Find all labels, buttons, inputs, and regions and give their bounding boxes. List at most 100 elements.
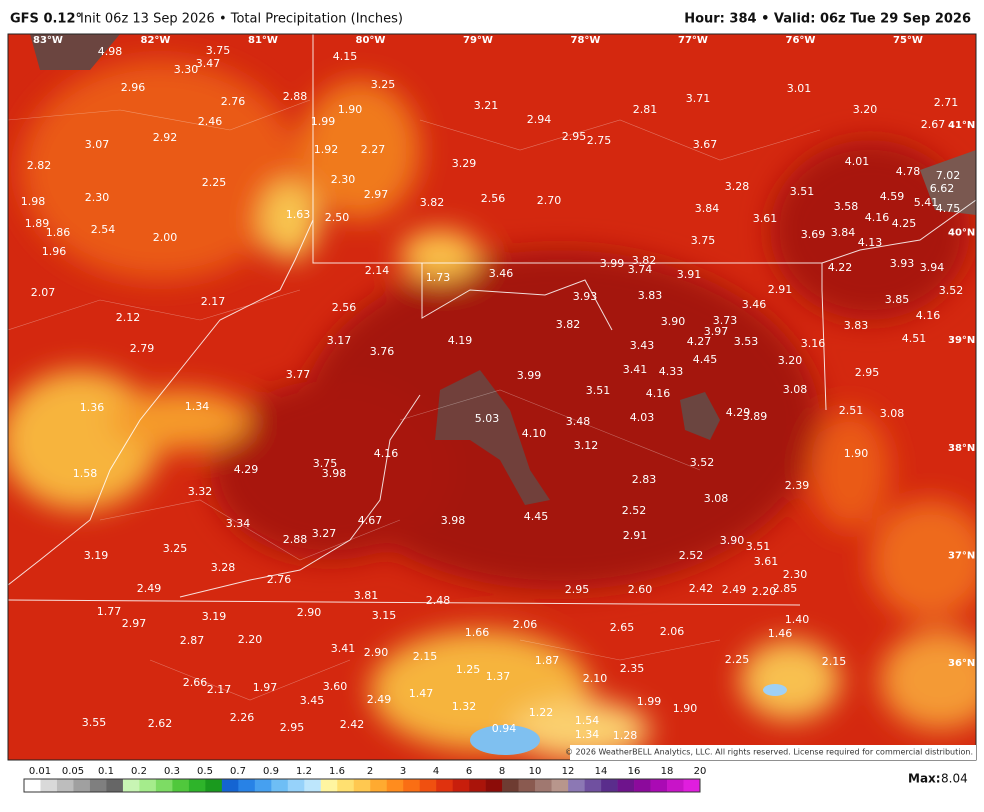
precip-value: 3.17 [327,334,352,347]
precip-value: 3.25 [163,542,188,555]
precip-value: 3.71 [686,92,711,105]
legend-label: 1.6 [329,766,345,777]
precip-value: 2.27 [361,143,386,156]
precip-value: 2.70 [537,194,562,207]
legend-swatch [24,779,41,792]
precip-value: 4.13 [858,236,883,249]
precip-value: 3.75 [206,44,231,57]
precip-value: 1.86 [46,226,71,239]
precip-value: 1.34 [575,728,600,741]
precip-value: 3.61 [753,212,778,225]
precip-value: 4.16 [374,447,399,460]
legend-swatch [353,779,371,792]
legend-label: 0.3 [164,766,180,777]
legend-swatch [155,779,173,792]
precip-value: 3.08 [704,492,729,505]
legend-label: 0.1 [98,766,114,777]
precip-value: 2.95 [562,130,587,143]
precip-value: 2.95 [565,583,590,596]
precip-value: 2.20 [238,633,263,646]
precip-value: 3.90 [661,315,686,328]
precip-value: 3.93 [573,290,598,303]
precip-value: 2.15 [822,655,847,668]
precip-value: 4.67 [358,514,383,527]
legend-swatch [535,779,552,792]
precip-value: 3.53 [734,335,759,348]
legend-swatch [601,779,618,792]
precip-value: 3.67 [693,138,718,151]
precip-value: 2.76 [267,573,292,586]
legend-label: 14 [595,766,608,777]
precip-value: 3.76 [370,345,395,358]
legend-swatch [238,779,256,792]
precip-value: 1.63 [286,208,311,221]
legend-swatch [40,779,58,792]
latitude-label: 40°N [948,228,975,239]
precip-value: 2.92 [153,131,178,144]
precip-value: 2.52 [679,549,704,562]
legend-swatch [73,779,91,792]
precip-value: 3.52 [939,284,964,297]
precip-value: 2.82 [27,159,52,172]
precip-value: 2.71 [934,96,959,109]
precip-value: 3.99 [600,257,625,270]
legend-label: 0.5 [197,766,213,777]
precip-value: 1.97 [253,681,278,694]
latitude-label: 41°N [948,120,975,131]
precip-value: 3.20 [778,354,803,367]
precip-value: 3.41 [623,363,648,376]
latitude-label: 38°N [948,443,975,454]
longitude-label: 77°W [678,35,708,46]
precip-value: 2.91 [768,283,793,296]
precip-value: 3.55 [82,716,107,729]
precip-value: 3.32 [188,485,213,498]
precip-value: 1.90 [844,447,869,460]
longitude-label: 81°W [248,35,278,46]
precip-value: 2.06 [660,625,685,638]
precip-value: 4.01 [845,155,870,168]
precip-value: 3.84 [831,226,856,239]
precip-value: 3.51 [746,540,771,553]
precip-value: 2.42 [340,718,365,731]
precip-value: 2.90 [364,646,389,659]
legend-swatch [452,779,470,792]
precip-value: 4.15 [333,50,358,63]
legend-swatch [502,779,519,792]
precip-value: 2.94 [527,113,552,126]
precip-value: 2.42 [689,582,714,595]
precip-value: 3.51 [790,185,815,198]
precip-value: 1.46 [768,627,793,640]
precip-value: 3.51 [586,384,611,397]
precip-value: 2.25 [725,653,750,666]
legend-swatch [271,779,289,792]
legend-label: 20 [694,766,707,777]
precip-value: 2.49 [722,583,747,596]
longitude-label: 83°W [33,35,63,46]
precip-value: 3.61 [754,555,779,568]
precip-value: 4.75 [936,202,961,215]
precip-value: 1.36 [80,401,105,414]
legend-swatch [337,779,355,792]
precip-value: 5.41 [914,196,939,209]
precip-value: 2.39 [785,479,810,492]
precip-value: 3.45 [300,694,325,707]
legend-label: 12 [562,766,575,777]
copyright: © 2026 WeatherBELL Analytics, LLC. All r… [565,748,973,757]
legend-swatch [403,779,421,792]
precip-value: 3.81 [354,589,379,602]
precip-value: 3.99 [517,369,542,382]
precip-value: 2.52 [622,504,647,517]
precip-value: 2.20 [752,585,777,598]
precip-value: 3.74 [628,263,653,276]
precip-value: 2.49 [137,582,162,595]
precip-value: 3.93 [890,257,915,270]
precip-value: 2.14 [365,264,390,277]
precip-value: 1.77 [97,605,122,618]
precip-value: 3.19 [202,610,227,623]
legend-swatch [650,779,668,792]
precip-value: 6.62 [930,182,955,195]
precip-value: 3.08 [783,383,808,396]
precip-value: 3.46 [742,298,767,311]
precip-value: 1.66 [465,626,490,639]
state-lines [8,34,976,606]
